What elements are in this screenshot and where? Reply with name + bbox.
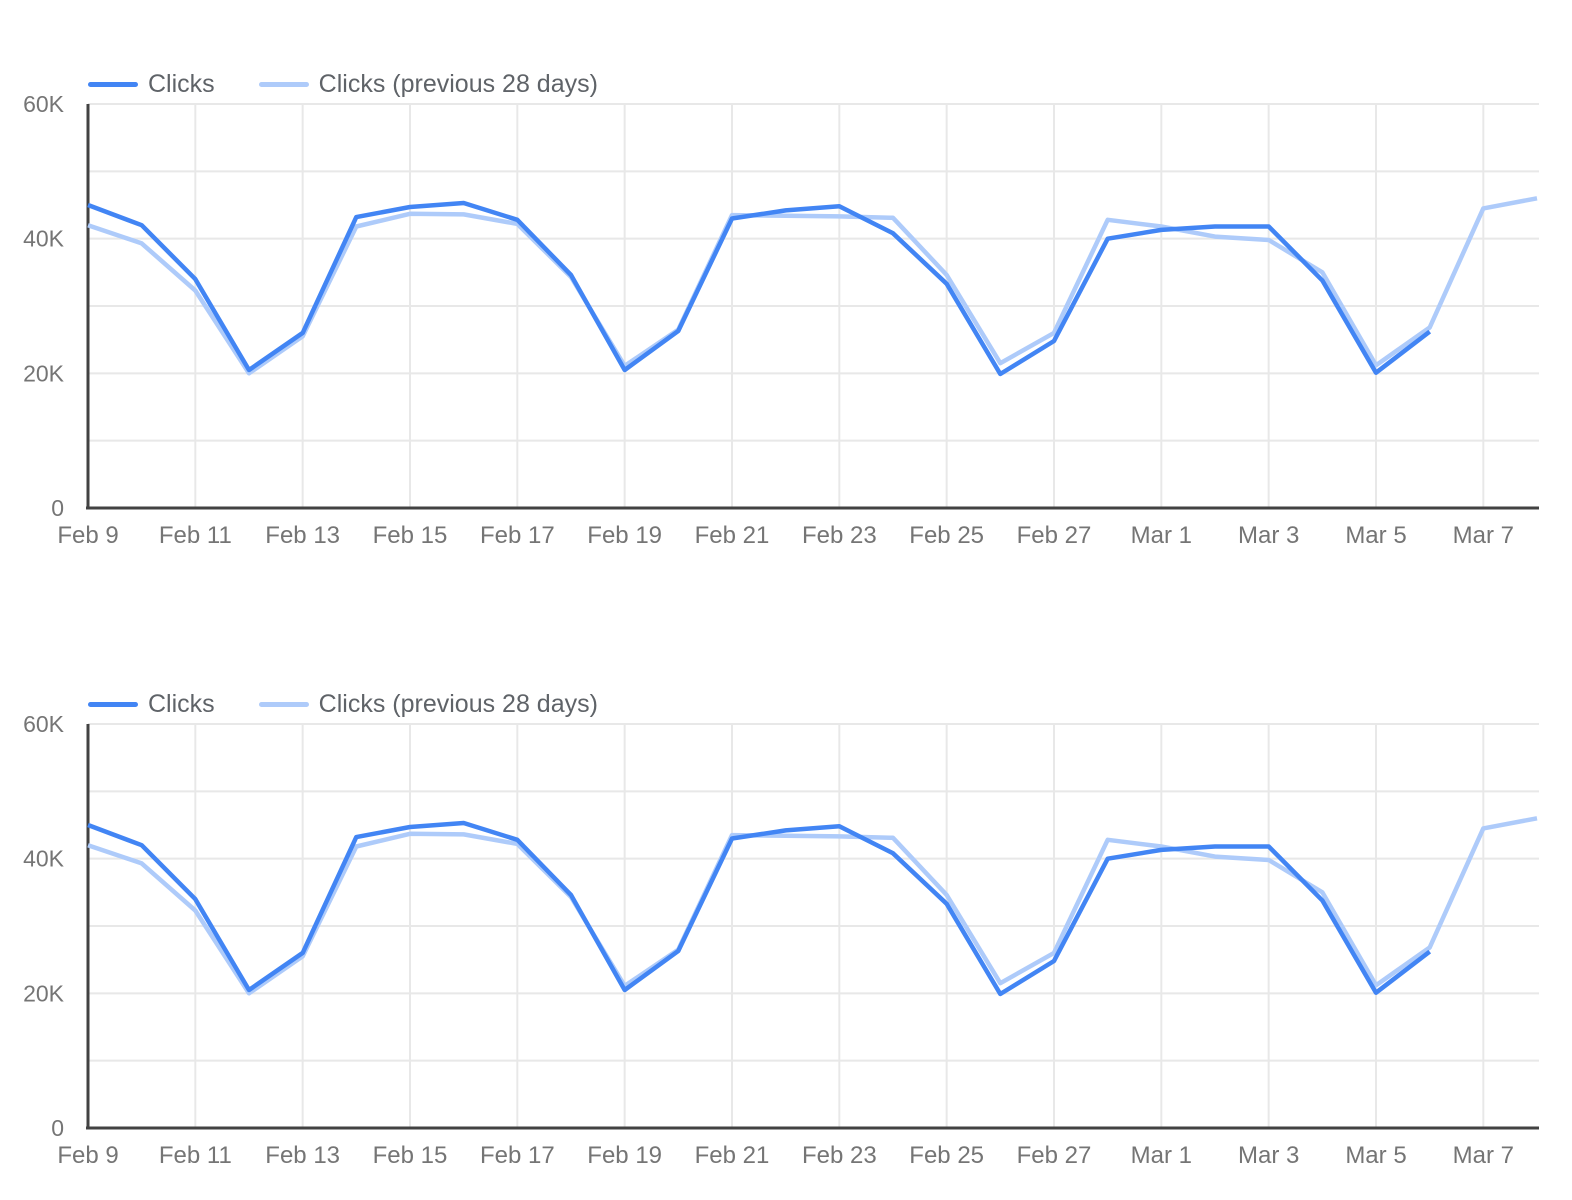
y-tick-label: 60K [23, 91, 65, 117]
y-tick-label: 60K [23, 711, 65, 737]
clicks-chart-block-1: Clicks Clicks (previous 28 days) 0 20K 40K… [0, 0, 1572, 580]
x-tick-label: Feb 15 [373, 522, 448, 549]
clicks-series-label: Clicks [148, 69, 215, 98]
y-tick-label: 0 [51, 495, 64, 521]
y-tick-label: 40K [23, 226, 65, 252]
x-tick-label: Feb 23 [802, 1142, 877, 1169]
clicks-line[interactable] [87, 820, 1432, 997]
clicks-previous-line[interactable] [87, 196, 1538, 376]
clicks-previous-series-swatch [258, 81, 309, 87]
chart-1-legend: Clicks Clicks (previous 28 days) [88, 68, 598, 100]
chart-2-legend: Clicks Clicks (previous 28 days) [88, 688, 598, 720]
x-tick-label: Feb 19 [587, 1142, 662, 1169]
x-tick-label: Feb 17 [480, 522, 555, 549]
x-tick-label: Feb 9 [57, 522, 118, 549]
clicks-series-swatch [88, 81, 138, 87]
clicks-chart-block-2: Clicks Clicks (previous 28 days) 0 20K 40K… [0, 620, 1572, 1200]
y-tick-label: 20K [23, 360, 65, 386]
clicks-line[interactable] [87, 200, 1432, 377]
x-tick-label: Feb 17 [480, 1142, 555, 1169]
x-tick-label: Feb 13 [265, 1142, 340, 1169]
clicks-previous-series-label: Clicks (previous 28 days) [318, 689, 598, 718]
x-tick-label: Mar 3 [1238, 522, 1299, 549]
y-tick-label: 20K [23, 980, 65, 1006]
x-tick-label: Feb 25 [909, 522, 984, 549]
y-tick-label: 0 [51, 1115, 64, 1141]
legend-item-clicks[interactable]: Clicks [88, 690, 215, 719]
x-tick-label: Mar 7 [1453, 1142, 1514, 1169]
legend-item-clicks-previous[interactable]: Clicks (previous 28 days) [258, 689, 598, 719]
clicks-line-chart-2[interactable]: 0 20K 40K 60K Feb 9 Feb 11 Feb 13 Feb 15 Feb 17 F… [0, 620, 1572, 1200]
x-tick-label: Mar 5 [1345, 522, 1406, 549]
x-tick-label: Mar 1 [1131, 522, 1192, 549]
x-tick-label: Feb 11 [159, 1142, 232, 1169]
legend-item-clicks-previous[interactable]: Clicks (previous 28 days) [258, 69, 598, 99]
x-tick-label: Feb 9 [57, 1142, 118, 1169]
clicks-previous-series-label: Clicks (previous 28 days) [318, 69, 598, 98]
x-tick-label: Feb 27 [1017, 522, 1092, 549]
x-tick-label: Feb 13 [265, 522, 340, 549]
clicks-previous-line[interactable] [87, 816, 1538, 996]
x-tick-label: Feb 21 [695, 1142, 770, 1169]
x-tick-label: Mar 3 [1238, 1142, 1299, 1169]
x-tick-label: Feb 27 [1017, 1142, 1092, 1169]
x-tick-label: Mar 1 [1131, 1142, 1192, 1169]
x-tick-label: Feb 21 [695, 522, 770, 549]
x-tick-label: Feb 23 [802, 522, 877, 549]
x-tick-label: Feb 15 [373, 1142, 448, 1169]
clicks-series-label: Clicks [148, 689, 215, 718]
clicks-previous-series-swatch [258, 701, 309, 707]
x-tick-label: Feb 19 [587, 522, 662, 549]
legend-item-clicks[interactable]: Clicks [88, 70, 215, 99]
x-tick-label: Mar 5 [1345, 1142, 1406, 1169]
x-tick-label: Mar 7 [1453, 522, 1514, 549]
x-tick-label: Feb 11 [159, 522, 232, 549]
x-tick-label: Feb 25 [909, 1142, 984, 1169]
clicks-series-swatch [88, 701, 138, 707]
clicks-line-chart-1[interactable]: 0 20K 40K 60K Feb 9 Feb 11 Feb 13 Feb 15 Feb 17 F… [0, 0, 1572, 580]
y-tick-label: 40K [23, 846, 65, 872]
